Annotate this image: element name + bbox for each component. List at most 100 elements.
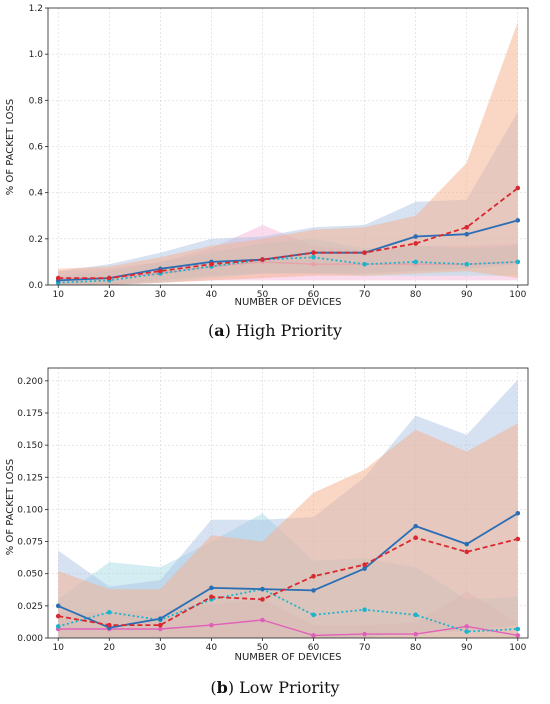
point-b-0-7 <box>413 631 418 637</box>
point-a-3-2 <box>158 268 163 274</box>
series-line-a-0 <box>58 261 518 279</box>
point-b-1-7 <box>413 612 418 618</box>
x-tick-label-a-1: 20 <box>104 290 116 300</box>
point-a-3-0 <box>55 275 61 281</box>
point-a-2-7 <box>413 234 418 239</box>
x-tick-label-b-4: 50 <box>257 643 269 653</box>
x-ticks-b: 10 20 30 40 50 60 70 80 90 100 <box>52 638 527 653</box>
series-points-b <box>55 510 521 638</box>
point-a-0-5 <box>311 261 316 267</box>
y-tick-label-a-2: 0.4 <box>29 189 44 199</box>
y-tick-label-b-4: 0.100 <box>17 505 43 515</box>
point-b-1-8 <box>464 629 470 634</box>
panel-low-priority: 10 20 30 40 50 60 70 80 90 100 0.0000.0250.0500.0… <box>5 367 529 697</box>
point-b-2-4 <box>260 586 265 592</box>
point-b-0-5 <box>311 633 316 638</box>
y-axis-label-b: % OF PACKET LOSS <box>5 459 16 555</box>
point-b-1-1 <box>106 609 112 615</box>
series-points-a <box>55 185 521 285</box>
x-tick-label-b-2: 30 <box>155 643 167 653</box>
caption-a-text: High Priority <box>236 321 342 340</box>
point-b-3-5 <box>311 573 316 579</box>
x-tick-label-a-7: 80 <box>410 290 422 300</box>
caption-b: (b) Low Priority <box>210 678 339 697</box>
point-a-1-9 <box>515 259 521 265</box>
x-axis-label-a: NUMBER OF DEVICES <box>235 297 342 308</box>
point-a-3-1 <box>106 275 112 281</box>
panel-high-priority: 10 20 30 40 50 60 70 80 90 100 0.0 0.2 0.4 0.6 0.8 1.0… <box>5 4 529 340</box>
point-b-3-0 <box>55 613 61 619</box>
point-b-3-7 <box>413 535 418 541</box>
y-tick-label-b-8: 0.200 <box>17 377 43 387</box>
point-b-3-4 <box>260 597 265 602</box>
y-tick-label-a-0: 0.0 <box>29 281 44 291</box>
caption-a-label: a <box>214 321 224 340</box>
x-tick-label-b-1: 20 <box>104 643 116 653</box>
point-a-1-8 <box>464 261 470 267</box>
point-a-3-8 <box>464 224 470 230</box>
y-tick-label-b-1: 0.025 <box>17 602 43 612</box>
y-axis-label-a: % OF PACKET LOSS <box>5 99 16 195</box>
point-b-1-6 <box>362 607 367 613</box>
series-line-a-3 <box>58 187 519 280</box>
point-b-0-9 <box>515 633 521 638</box>
series-line-b-0 <box>58 619 518 637</box>
point-b-2-8 <box>464 541 470 547</box>
point-b-1-5 <box>311 612 316 618</box>
point-a-2-9 <box>515 218 521 223</box>
point-a-3-4 <box>260 257 265 262</box>
point-a-3-7 <box>413 241 418 246</box>
series-lines-a <box>58 187 519 284</box>
x-tick-label-b-5: 60 <box>308 643 320 653</box>
y-tick-label-a-5: 1.0 <box>29 50 44 60</box>
point-b-0-6 <box>362 631 367 637</box>
caption-b-label: b <box>217 678 228 697</box>
point-b-0-3 <box>209 622 214 628</box>
point-a-3-3 <box>209 261 214 267</box>
plot-frame-b <box>47 367 529 639</box>
point-b-2-3 <box>209 585 214 591</box>
point-b-0-8 <box>464 624 470 629</box>
confidence-bands-a <box>58 21 518 286</box>
y-tick-label-a-3: 0.6 <box>29 143 44 153</box>
x-tick-label-b-8: 90 <box>461 643 473 653</box>
point-b-2-7 <box>413 523 418 529</box>
point-a-1-6 <box>362 261 367 267</box>
y-tick-label-a-4: 0.8 <box>29 96 44 106</box>
y-ticks-a: 0.0 0.2 0.4 0.6 0.8 1.0 1.2 <box>29 4 48 291</box>
point-a-1-5 <box>311 254 316 260</box>
x-ticks-a: 10 20 30 40 50 60 70 80 90 100 <box>52 285 527 300</box>
point-b-3-8 <box>464 549 470 555</box>
point-b-1-9 <box>515 626 521 632</box>
point-b-2-2 <box>158 616 163 622</box>
point-b-3-6 <box>362 562 367 568</box>
point-b-3-1 <box>106 622 112 628</box>
x-tick-label-b-7: 80 <box>410 643 422 653</box>
x-tick-label-a-8: 90 <box>461 290 473 300</box>
x-tick-label-a-4: 50 <box>257 290 269 300</box>
x-tick-label-b-3: 40 <box>206 643 218 653</box>
y-ticks-b: 0.000 0.025 0.050 0.075 0.100 0.125 0.150 0.175… <box>17 377 48 644</box>
x-tick-label-a-5: 60 <box>308 290 320 300</box>
point-a-1-7 <box>413 259 418 265</box>
point-b-2-9 <box>515 510 521 516</box>
point-a-2-8 <box>464 231 470 237</box>
point-b-2-0 <box>55 603 61 609</box>
series-line-b-1 <box>57 588 518 633</box>
point-b-0-2 <box>158 626 163 632</box>
band-a-3 <box>58 21 518 286</box>
y-tick-label-b-7: 0.175 <box>17 409 43 419</box>
point-a-3-9 <box>515 185 521 191</box>
point-b-3-2 <box>158 622 163 628</box>
x-tick-label-a-0: 10 <box>52 290 64 300</box>
y-tick-label-b-6: 0.150 <box>17 441 43 451</box>
series-line-b-2 <box>57 512 519 629</box>
x-tick-label-a-3: 40 <box>206 290 218 300</box>
point-b-3-9 <box>515 536 521 542</box>
point-a-3-5 <box>311 250 316 255</box>
x-tick-label-b-6: 70 <box>359 643 371 653</box>
point-b-2-6 <box>362 566 367 571</box>
point-a-3-6 <box>362 250 367 255</box>
y-tick-label-b-3: 0.075 <box>17 538 43 548</box>
point-b-2-5 <box>311 588 316 593</box>
